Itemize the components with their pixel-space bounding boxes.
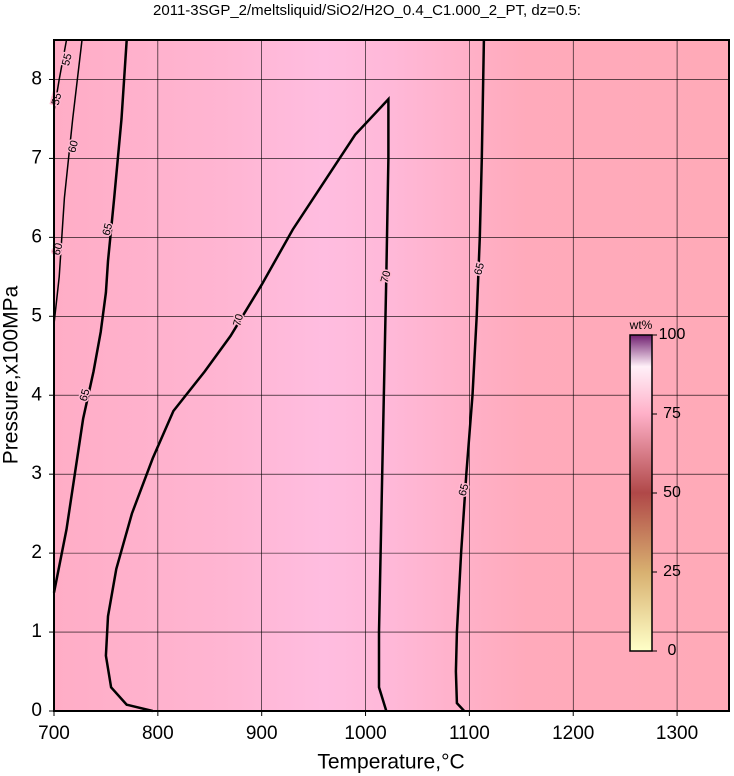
y-tick-label: 7 bbox=[31, 147, 42, 168]
colorbar-tick-label: 25 bbox=[663, 563, 681, 580]
plot-background bbox=[54, 40, 729, 711]
colorbar-tick-label: 100 bbox=[659, 326, 686, 343]
y-axis-label: Pressure,x100MPa bbox=[0, 285, 23, 464]
y-tick-label: 2 bbox=[31, 542, 42, 563]
contour-label: 65 bbox=[457, 482, 472, 497]
y-tick-label: 4 bbox=[31, 384, 42, 405]
colorbar-tick-label: 0 bbox=[668, 642, 677, 659]
x-tick-label: 700 bbox=[38, 723, 70, 744]
contour-line bbox=[53, 39, 83, 325]
x-axis-label: Temperature,°C bbox=[317, 751, 464, 774]
y-tick-label: 1 bbox=[31, 621, 42, 642]
colorbar-label: wt% bbox=[629, 318, 653, 332]
contour-label: 65 bbox=[101, 222, 116, 237]
x-tick-label: 900 bbox=[246, 723, 278, 744]
x-tick-label: 800 bbox=[142, 723, 174, 744]
x-tick-label: 1000 bbox=[344, 723, 386, 744]
contour-label: 65 bbox=[78, 388, 93, 403]
contour-line bbox=[53, 39, 68, 112]
contour-label: 55 bbox=[60, 52, 75, 67]
contour-line bbox=[104, 96, 390, 713]
contour-label: 70 bbox=[231, 313, 246, 328]
colorbar-tick-label: 75 bbox=[663, 405, 681, 422]
x-tick-label: 1300 bbox=[656, 723, 698, 744]
contour-line bbox=[52, 39, 128, 593]
y-tick-label: 8 bbox=[31, 68, 42, 89]
y-tick-label: 3 bbox=[31, 463, 42, 484]
x-tick-label: 1200 bbox=[552, 723, 594, 744]
y-tick-label: 6 bbox=[31, 226, 42, 247]
chart-title: 2011-3SGP_2/meltsliquid/SiO2/H2O_0.4_C1.… bbox=[153, 2, 581, 19]
plot-frame bbox=[53, 39, 730, 712]
contour-label: 70 bbox=[379, 269, 394, 284]
contour-label: 65 bbox=[472, 261, 487, 276]
colorbar bbox=[629, 334, 653, 652]
contour-label: 60 bbox=[66, 139, 81, 154]
y-tick-label: 5 bbox=[31, 305, 42, 326]
colorbar-tick-label: 50 bbox=[663, 484, 681, 501]
x-tick-label: 1100 bbox=[449, 723, 490, 744]
contour-line bbox=[454, 39, 486, 712]
y-tick-label: 0 bbox=[31, 700, 42, 721]
